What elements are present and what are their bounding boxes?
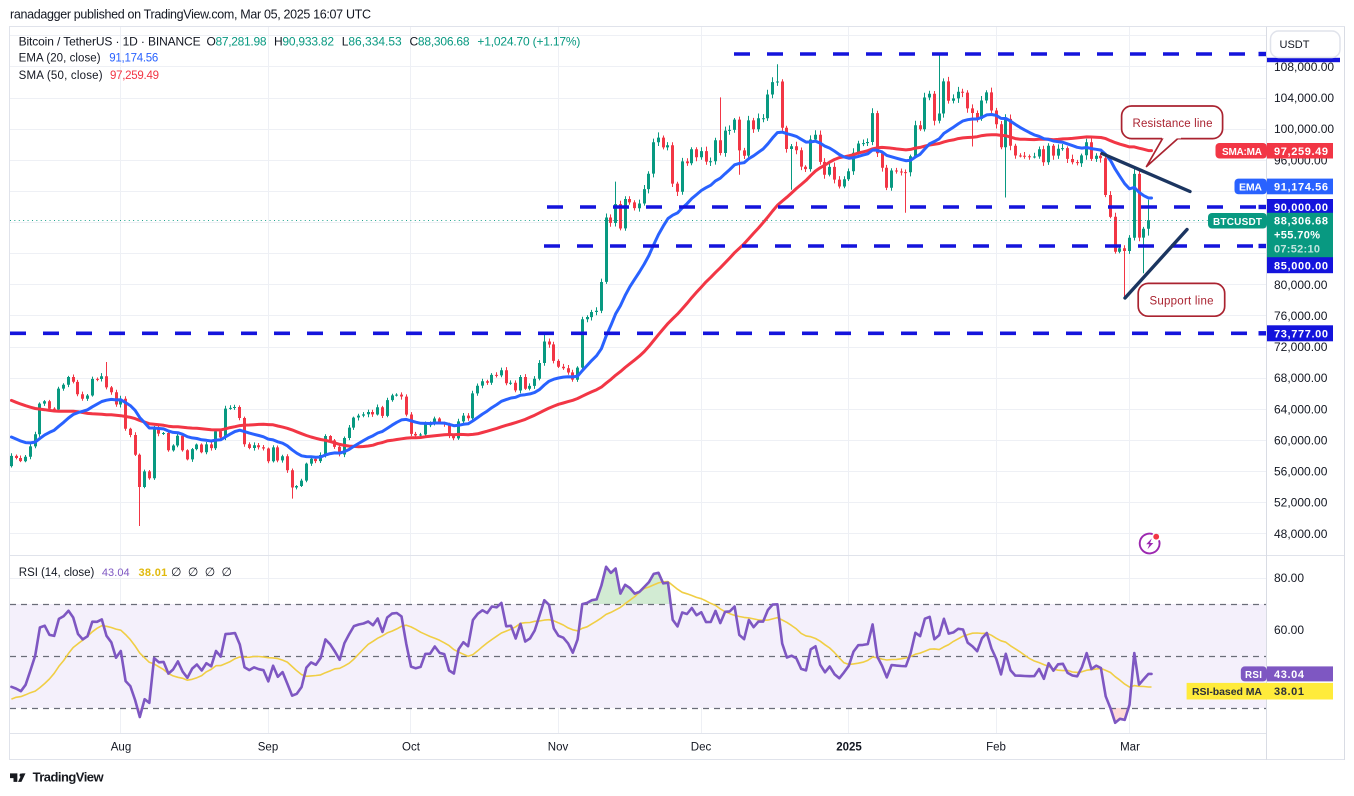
svg-text:SMA:MA: SMA:MA (1222, 147, 1262, 158)
svg-text:SMA (50, close): SMA (50, close) (19, 70, 103, 82)
svg-text:91,174.56: 91,174.56 (109, 52, 158, 64)
svg-text:60,000.00: 60,000.00 (1274, 433, 1328, 447)
svg-text:88,306.68: 88,306.68 (1274, 215, 1328, 227)
svg-text:56,000.00: 56,000.00 (1274, 465, 1328, 479)
svg-text:100,000.00: 100,000.00 (1274, 122, 1334, 136)
svg-text:Sep: Sep (258, 742, 278, 754)
svg-text:RSI-based MA: RSI-based MA (1192, 686, 1262, 698)
svg-text:97,259.49: 97,259.49 (110, 70, 159, 82)
svg-text:80.00: 80.00 (1274, 571, 1304, 585)
svg-text:Aug: Aug (111, 742, 131, 754)
svg-text:EMA: EMA (1239, 182, 1262, 194)
svg-text:90,000.00: 90,000.00 (1274, 202, 1328, 214)
svg-text:Oct: Oct (402, 742, 421, 754)
svg-text:RSI: RSI (1245, 670, 1262, 681)
svg-text:38.01: 38.01 (1274, 686, 1304, 698)
svg-text:Support line: Support line (1150, 296, 1214, 308)
svg-text:85,000.00: 85,000.00 (1274, 260, 1328, 272)
svg-text:+1,024.70 (+1.17%): +1,024.70 (+1.17%) (477, 35, 580, 49)
svg-text:104,000.00: 104,000.00 (1274, 91, 1334, 105)
svg-text:Dec: Dec (691, 742, 712, 754)
svg-text:72,000.00: 72,000.00 (1274, 340, 1328, 354)
svg-text:97,259.49: 97,259.49 (1274, 146, 1328, 158)
svg-text:43.04: 43.04 (102, 567, 130, 579)
svg-text:91,174.56: 91,174.56 (1274, 182, 1328, 194)
svg-text:H90,933.82: H90,933.82 (274, 35, 334, 49)
svg-text:38.01: 38.01 (139, 567, 168, 579)
svg-text:60.00: 60.00 (1274, 623, 1304, 637)
svg-text:80,000.00: 80,000.00 (1274, 278, 1328, 292)
svg-text:64,000.00: 64,000.00 (1274, 402, 1328, 416)
svg-text:C88,306.68: C88,306.68 (410, 35, 470, 49)
svg-text:2025: 2025 (836, 742, 862, 754)
svg-text:+55.70%: +55.70% (1274, 230, 1320, 242)
svg-text:52,000.00: 52,000.00 (1274, 496, 1328, 510)
svg-text:43.04: 43.04 (1274, 669, 1305, 681)
svg-text:Nov: Nov (548, 742, 569, 754)
svg-text:108,000.00: 108,000.00 (1274, 60, 1334, 74)
svg-text:76,000.00: 76,000.00 (1274, 309, 1328, 323)
svg-text:48,000.00: 48,000.00 (1274, 527, 1328, 541)
svg-text:07:52:10: 07:52:10 (1274, 244, 1320, 256)
svg-text:L86,334.53: L86,334.53 (342, 35, 402, 49)
svg-text:73,777.00: 73,777.00 (1274, 329, 1328, 341)
svg-text:ranadagger published on Tradin: ranadagger published on TradingView.com,… (10, 8, 371, 22)
svg-text:BTCUSDT: BTCUSDT (1213, 217, 1262, 228)
svg-text:Resistance line: Resistance line (1133, 118, 1213, 130)
svg-text:Feb: Feb (986, 742, 1006, 754)
svg-text:68,000.00: 68,000.00 (1274, 371, 1328, 385)
svg-text:Bitcoin / TetherUS · 1D · BINA: Bitcoin / TetherUS · 1D · BINANCE (19, 35, 201, 49)
svg-text:Mar: Mar (1120, 742, 1140, 754)
svg-text:USDT: USDT (1280, 39, 1310, 51)
svg-text:TradingView: TradingView (33, 770, 105, 785)
svg-text:O87,281.98: O87,281.98 (207, 35, 267, 49)
svg-text:RSI (14, close): RSI (14, close) (19, 567, 95, 579)
svg-text:EMA (20, close): EMA (20, close) (19, 52, 101, 64)
svg-text:∅ ∅ ∅ ∅: ∅ ∅ ∅ ∅ (171, 565, 232, 579)
